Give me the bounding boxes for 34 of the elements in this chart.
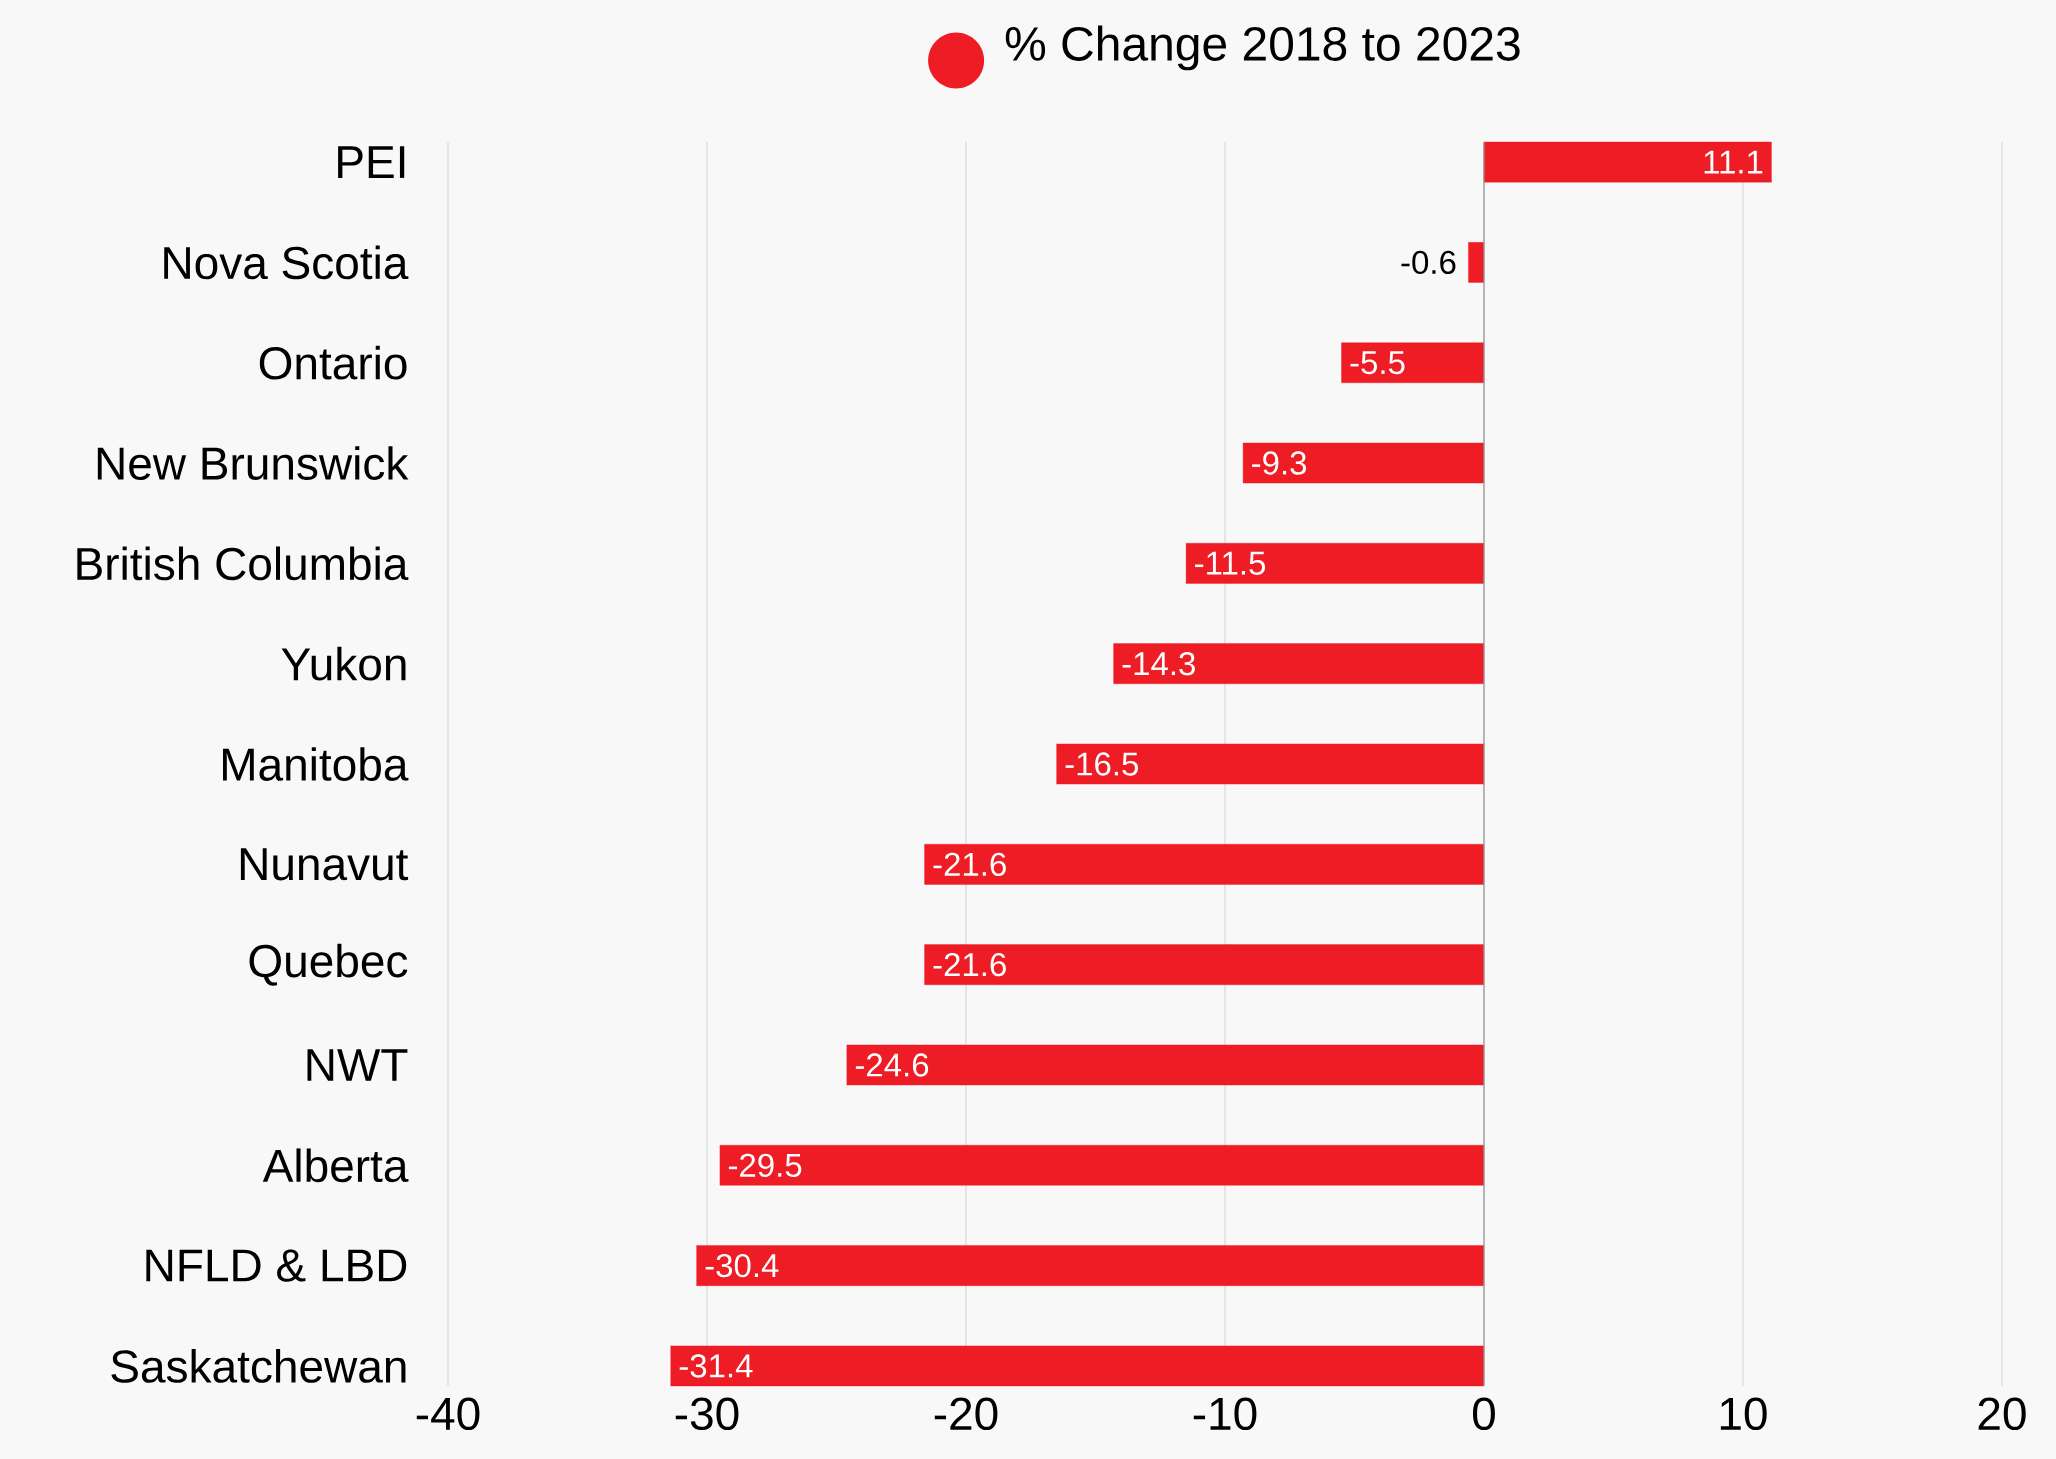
x-tick-label: -10 [1193, 1397, 1257, 1431]
data-label: 11.1 [1704, 150, 1763, 174]
data-label: -5.5 [1350, 351, 1405, 375]
data-label: -29.5 [728, 1153, 802, 1177]
y-tick-label: Manitoba [223, 747, 409, 781]
y-tick-label: Nunavut [240, 848, 409, 881]
y-tick-label: British Columbia [77, 546, 409, 581]
y-tick-label: Quebec [249, 943, 408, 986]
x-tick-label: 20 [1978, 1397, 2026, 1431]
data-label: -30.4 [705, 1253, 779, 1278]
x-tick-label: 0 [1472, 1397, 1495, 1431]
x-tick-label: 10 [1720, 1397, 1767, 1431]
data-label: -21.6 [933, 852, 1006, 877]
y-tick-label: Yukon [281, 646, 406, 681]
y-tick-label: New Brunswick [97, 446, 409, 480]
y-tick-label: NWT [307, 1049, 408, 1081]
y-tick-label: Ontario [259, 345, 407, 380]
y-tick-label: NFLD & LBD [146, 1249, 407, 1282]
data-label: -14.3 [1122, 652, 1195, 676]
y-tick-label: Alberta [262, 1148, 409, 1183]
data-label: -9.3 [1252, 451, 1307, 475]
data-label: -0.6 [1401, 250, 1456, 275]
data-label: -21.6 [933, 952, 1006, 977]
data-label: -11.5 [1195, 551, 1266, 575]
y-tick-label: Nova Scotia [164, 245, 409, 280]
x-tick-label: -20 [934, 1397, 998, 1431]
y-tick-label: PEI [338, 146, 405, 178]
x-tick-label: -40 [416, 1397, 480, 1431]
data-label: -31.4 [679, 1354, 753, 1378]
y-tick-label: Saskatchewan [111, 1349, 406, 1383]
data-label: -24.6 [855, 1053, 929, 1077]
x-tick-label: -30 [675, 1397, 739, 1431]
data-label: -16.5 [1065, 752, 1138, 776]
legend-label: % Change 2018 to 2023 [1005, 25, 1520, 71]
